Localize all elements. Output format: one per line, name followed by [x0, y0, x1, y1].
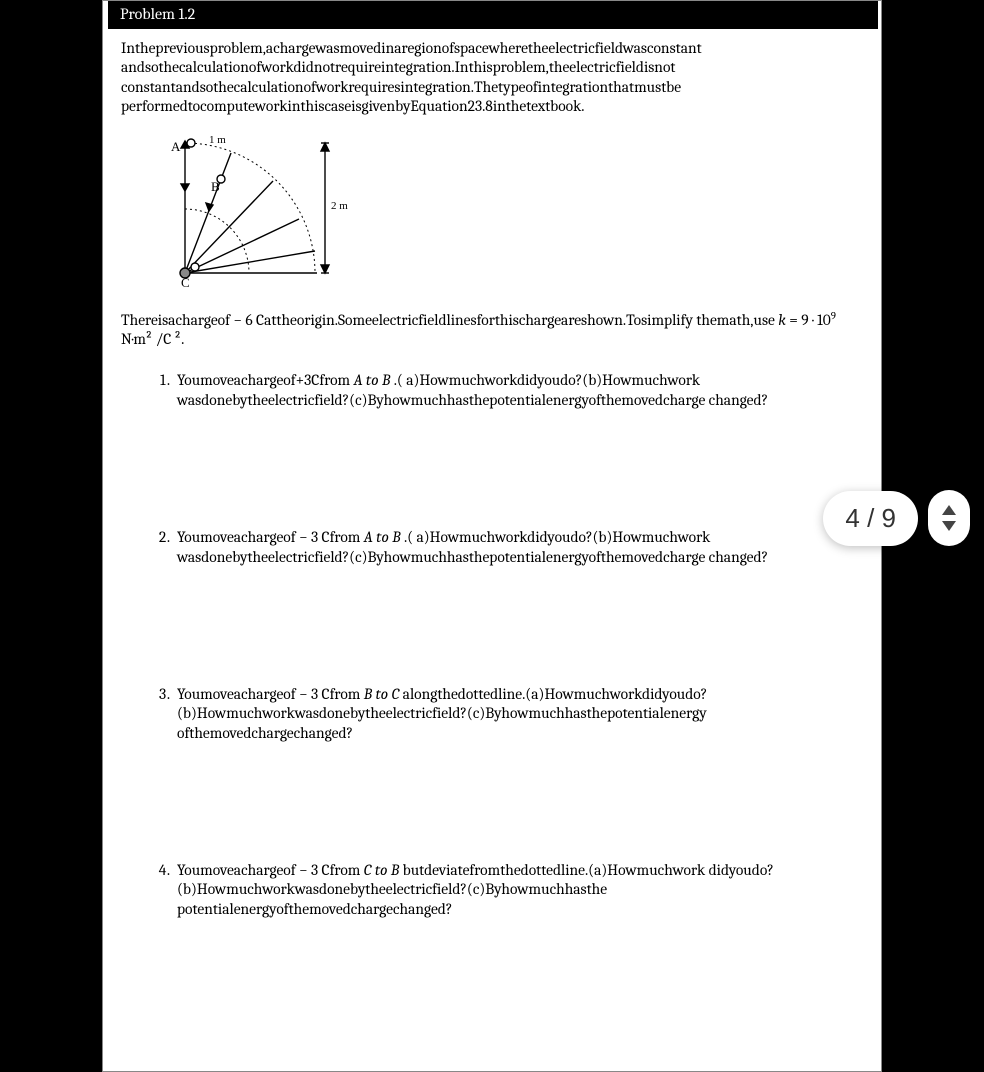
field-lines-figure: A 1 m B C 2 m — [149, 131, 865, 295]
charge-units: N·m² /C ². — [121, 330, 184, 348]
document-page: Problem 1.2 Inthepreviousproblem,acharge… — [102, 0, 882, 1072]
q4-pre: Youmoveachargeof − 3 Cfrom — [177, 861, 364, 879]
q2-pre: Youmoveachargeof − 3 Cfrom — [177, 528, 364, 546]
q3-ab: B to C — [364, 685, 399, 703]
q3-pre: Youmoveachargeof − 3 Cfrom — [177, 685, 364, 703]
page-stepper — [928, 490, 970, 546]
q2-ab: A to B — [364, 528, 401, 546]
page-sep: / — [860, 503, 882, 533]
charge-description: Thereisachargeof − 6 Cattheorigin.Someel… — [121, 309, 865, 350]
problem-title: Problem 1.2 — [120, 5, 195, 23]
q4-ab: C to B — [364, 861, 399, 879]
question-3: Youmoveachargeof − 3 Cfrom B to C alongt… — [173, 685, 865, 743]
page-down-icon[interactable] — [942, 521, 956, 531]
q1-ab: A to B — [354, 371, 391, 389]
charge-eq: = 9 · 10 — [786, 311, 831, 329]
intro-paragraph: Inthepreviousproblem,achargewasmovedinar… — [121, 39, 865, 117]
question-1: Youmoveachargeof+3Cfrom A to B .( a)Howm… — [173, 371, 865, 410]
question-4: Youmoveachargeof − 3 Cfrom C to B butdev… — [173, 861, 865, 919]
figure-svg: A 1 m B C 2 m — [149, 131, 349, 291]
q1-pre: Youmoveachargeof+3Cfrom — [177, 371, 354, 389]
svg-text:1 m: 1 m — [209, 134, 226, 146]
charge-pre: Thereisachargeof − 6 Cattheorigin.Someel… — [121, 311, 778, 329]
page-total: 9 — [882, 503, 896, 533]
svg-text:C: C — [181, 275, 190, 290]
svg-text:B: B — [211, 179, 220, 194]
page-current: 4 — [845, 503, 859, 533]
question-list: Youmoveachargeof+3Cfrom A to B .( a)Howm… — [121, 371, 865, 919]
problem-header: Problem 1.2 — [108, 1, 878, 29]
charge-exp: 9 — [831, 309, 836, 322]
charge-k: k — [778, 311, 786, 329]
page-indicator: 4 / 9 — [823, 490, 970, 546]
svg-text:A: A — [171, 139, 181, 154]
svg-text:2 m: 2 m — [331, 200, 348, 212]
question-2: Youmoveachargeof − 3 Cfrom A to B .( a)H… — [173, 528, 865, 567]
page-counter[interactable]: 4 / 9 — [823, 491, 918, 546]
page-up-icon[interactable] — [942, 505, 956, 515]
page-content: Inthepreviousproblem,achargewasmovedinar… — [121, 39, 865, 1037]
